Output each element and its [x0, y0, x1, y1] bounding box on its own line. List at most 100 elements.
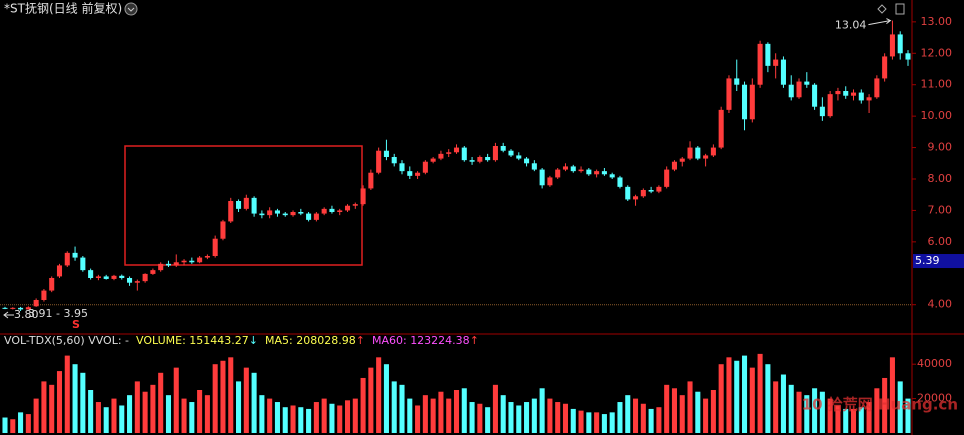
candle-body: [461, 147, 467, 161]
volume-bar: [438, 391, 444, 433]
candle-body: [874, 78, 880, 98]
volume-bar: [298, 407, 304, 433]
volume-bar: [578, 410, 584, 433]
volume-bar: [710, 390, 716, 433]
candle-body: [25, 307, 31, 310]
candle-body: [134, 281, 140, 283]
candle-body: [812, 84, 818, 107]
candle-body: [352, 204, 358, 206]
volume-bar: [267, 398, 273, 433]
candle-body: [679, 158, 685, 162]
volume-bar: [165, 395, 172, 433]
stat-arrow: ↑: [470, 334, 479, 347]
volume-bar: [415, 405, 421, 433]
low-arrow: [3, 311, 14, 319]
candle-body: [718, 109, 724, 148]
volume-bar: [492, 384, 498, 433]
volume-bar: [313, 402, 319, 433]
candle-body: [56, 265, 63, 277]
volume-bar: [399, 384, 405, 433]
candle-body: [399, 163, 405, 172]
candle-body: [601, 171, 607, 175]
volume-bar: [773, 381, 779, 433]
collapse-icon: [127, 7, 135, 12]
volume-bar: [485, 407, 491, 433]
candle-body: [850, 92, 857, 96]
candle-body: [267, 210, 273, 216]
volume-bar: [150, 384, 156, 433]
volume-bar: [656, 407, 662, 433]
volume-bar: [897, 381, 903, 433]
candle-body: [438, 153, 444, 159]
volume-header: VOL-TDX(5,60) VVOL: - VOLUME: 151443.27↓…: [4, 334, 479, 347]
candle-body: [905, 53, 911, 60]
volume-bar: [648, 408, 654, 433]
volume-bar: [243, 367, 249, 433]
candle-body: [212, 238, 218, 256]
candle-body: [298, 212, 304, 214]
volume-bar: [812, 388, 818, 433]
volume-bar: [391, 381, 397, 433]
volume-bar: [173, 367, 179, 433]
candle-body: [321, 208, 327, 214]
candle-body: [555, 169, 561, 178]
volume-bar: [220, 360, 226, 433]
volume-bar: [594, 412, 600, 433]
candle-body: [633, 196, 639, 200]
volume-bar: [376, 357, 382, 433]
volume-bar: [687, 381, 693, 433]
collapse-button[interactable]: [124, 2, 138, 16]
candle-body: [609, 174, 615, 178]
volume-bar: [189, 402, 195, 433]
candle-body: [376, 150, 382, 173]
volume-bar: [64, 355, 70, 433]
volume-bar: [741, 355, 748, 433]
candle-body: [368, 172, 374, 189]
volume-bar: [446, 398, 452, 433]
candle-body: [780, 59, 786, 85]
volume-bar: [88, 390, 94, 433]
cursor-price-box: [913, 254, 964, 269]
volume-bar: [562, 403, 569, 433]
volume-bar: [461, 388, 467, 433]
volume-bar: [547, 398, 553, 433]
candle-body: [516, 155, 522, 159]
diamond-icon[interactable]: [877, 4, 887, 14]
candle-body: [726, 78, 732, 110]
candle-body: [843, 91, 849, 96]
y-tick-label: 13.00: [921, 15, 953, 28]
highlight-box: [124, 145, 363, 266]
candle-body: [757, 43, 763, 85]
candle-body: [329, 208, 335, 212]
volume-bar: [368, 367, 374, 433]
volume-bar: [282, 407, 288, 433]
candle-body: [741, 84, 748, 120]
low-label: 3.80: [14, 308, 39, 321]
volume-bar: [609, 412, 615, 433]
volume-bar: [103, 407, 109, 433]
volume-bar: [718, 364, 724, 433]
candle-body: [173, 262, 179, 266]
volume-bar: [134, 381, 140, 433]
chart-title: *ST抚钢(日线 前复权): [4, 1, 122, 16]
volume-bar: [212, 364, 218, 433]
volume-bar: [25, 414, 31, 433]
y-tick-label: 4.00: [928, 298, 953, 311]
volume-bar: [796, 391, 802, 433]
volume-bar: [329, 403, 335, 433]
candle-body: [243, 197, 249, 209]
volume-bar: [679, 395, 685, 433]
panel-icon[interactable]: [895, 3, 905, 15]
candle-body: [547, 177, 553, 186]
candle-body: [469, 160, 475, 162]
candle-body: [165, 263, 172, 266]
volume-bar: [352, 398, 358, 433]
candle-body: [648, 190, 654, 192]
candle-body: [446, 152, 452, 154]
candle-body: [508, 150, 514, 156]
candle-body: [103, 276, 109, 279]
volume-bar: [703, 398, 709, 433]
volume-bar: [158, 372, 164, 433]
candle-body: [687, 147, 693, 159]
candle-body: [33, 300, 39, 307]
